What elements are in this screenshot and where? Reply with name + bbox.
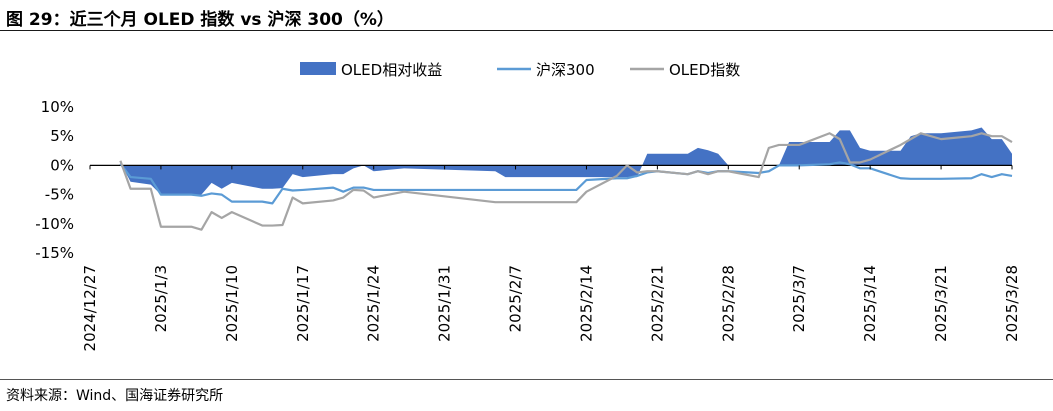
x-tick-label: 2025/1/3 (152, 265, 170, 332)
legend-label-relative-return: OLED相对收益 (341, 61, 442, 79)
x-tick-label: 2025/2/7 (507, 265, 525, 332)
y-tick-label: -10% (35, 215, 74, 233)
source-rule (0, 379, 1053, 380)
series-area-relative-return (120, 127, 1012, 195)
x-axis: 2024/12/27 2025/1/3 2025/1/10 2025/1/17 2025… (81, 165, 1021, 351)
x-tick-label: 2025/1/10 (223, 265, 241, 342)
legend-label-oled-index: OLED指数 (669, 61, 740, 79)
series-line-csi300 (119, 161, 1013, 205)
y-tick-label: -15% (35, 244, 74, 262)
title-rule (0, 30, 1053, 31)
x-tick-label: 2025/2/21 (648, 265, 666, 342)
plot-area (90, 127, 1013, 231)
y-tick-label: 5% (50, 127, 74, 145)
legend: OLED相对收益 沪深300 OLED指数 (300, 61, 740, 79)
x-tick-label: 2025/3/28 (1003, 265, 1021, 342)
legend-swatch-relative-return (300, 62, 336, 75)
x-tick-label: 2025/3/14 (861, 265, 879, 342)
y-tick-label: 0% (50, 156, 74, 174)
x-tick-label: 2025/1/31 (436, 265, 454, 342)
chart: OLED相对收益 沪深300 OLED指数 10% 5% 0% -5% -10% -15%… (35, 61, 1021, 351)
source-note: 资料来源：Wind、国海证券研究所 (6, 388, 224, 404)
x-tick-label: 2025/1/17 (294, 265, 312, 342)
y-axis: 10% 5% 0% -5% -10% -15% (35, 98, 74, 262)
y-tick-label: -5% (45, 186, 74, 204)
series-line-oled-index (119, 132, 1013, 231)
legend-label-csi300: 沪深300 (536, 61, 595, 79)
x-tick-label: 2025/2/14 (577, 265, 595, 342)
x-tick-label: 2024/12/27 (81, 265, 99, 351)
x-tick-label: 2025/2/28 (719, 265, 737, 342)
x-tick-label: 2025/3/7 (790, 265, 808, 332)
x-tick-label: 2025/3/21 (932, 265, 950, 342)
y-tick-label: 10% (41, 98, 74, 116)
x-tick-label: 2025/1/24 (365, 265, 383, 342)
figure-title: 图 29：近三个月 OLED 指数 vs 沪深 300（%） (6, 10, 394, 30)
